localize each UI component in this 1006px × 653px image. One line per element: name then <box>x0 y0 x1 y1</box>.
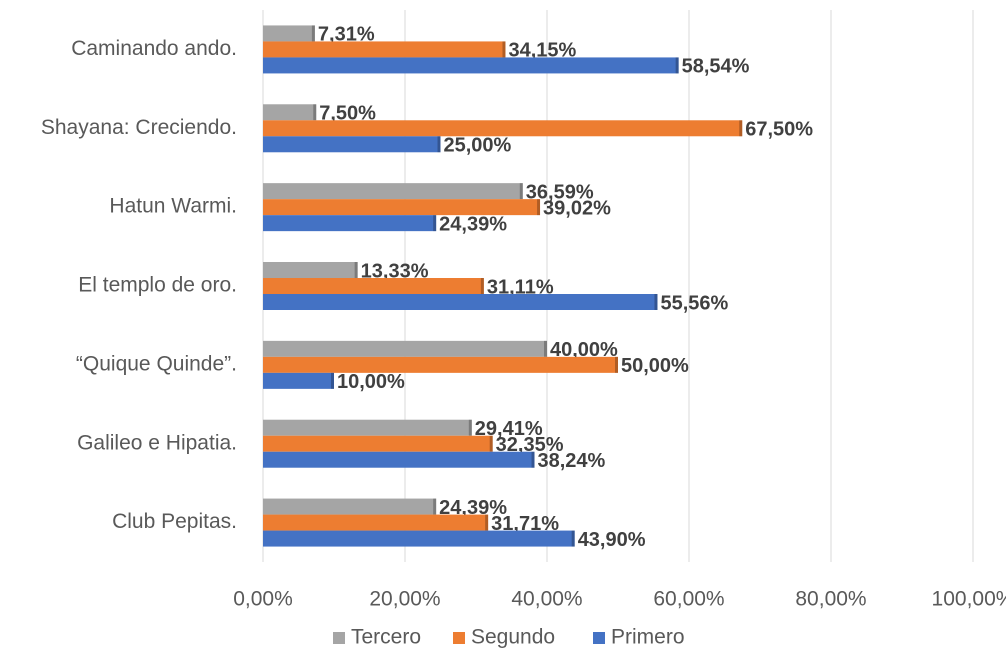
bar <box>263 514 489 531</box>
bar <box>263 498 437 515</box>
data-label: 31,11% <box>487 276 554 298</box>
data-label: 43,90% <box>578 529 646 551</box>
bar-edge <box>537 199 541 216</box>
bar-edge <box>544 340 547 357</box>
bar <box>263 278 484 294</box>
bar <box>263 183 523 200</box>
legend-label: Segundo <box>471 626 555 649</box>
bar <box>263 340 547 357</box>
bar-edge <box>433 498 437 515</box>
bar-edge <box>313 104 317 121</box>
y-tick-label: “Quique Quinde”. <box>76 352 237 375</box>
bar-edge <box>615 356 618 373</box>
legend-label: Tercero <box>351 626 421 649</box>
bar <box>263 262 358 278</box>
bar-edge <box>502 41 506 58</box>
bar-edge <box>489 435 493 452</box>
data-label: 25,00% <box>444 135 512 157</box>
x-tick-label: 20,00% <box>369 588 440 611</box>
bar <box>263 199 541 216</box>
y-tick-label: Galileo e Hipatia. <box>77 431 237 454</box>
bar-edge <box>531 451 535 468</box>
bar-edge <box>675 57 679 74</box>
data-label: 13,33% <box>361 260 429 282</box>
x-tick-label: 60,00% <box>653 588 724 611</box>
bar-edge <box>485 514 489 531</box>
legend-swatch <box>333 632 345 644</box>
data-label: 7,31% <box>318 24 375 46</box>
bar <box>263 136 441 153</box>
data-label: 31,71% <box>491 513 559 535</box>
data-label: 24,39% <box>439 497 507 519</box>
bar <box>263 120 743 137</box>
y-tick-label: Shayana: Creciendo. <box>41 116 237 139</box>
data-label: 32,35% <box>496 434 564 456</box>
legend-swatch <box>593 632 605 644</box>
bar <box>263 57 679 74</box>
bar <box>263 356 618 373</box>
data-label: 58,54% <box>682 56 750 78</box>
data-label: 7,50% <box>319 103 376 125</box>
bar-edge <box>331 372 334 389</box>
bar-edge <box>480 278 484 294</box>
x-tick-label: 0,00% <box>233 588 293 611</box>
bar-edge <box>437 136 441 153</box>
data-label: 40,00% <box>550 339 618 361</box>
bar <box>263 25 315 42</box>
data-label: 36,59% <box>526 181 594 203</box>
bar-edge <box>311 25 315 42</box>
data-label: 10,00% <box>337 371 405 393</box>
x-tick-label: 40,00% <box>511 588 582 611</box>
bar <box>263 530 575 547</box>
data-label: 24,39% <box>439 213 507 235</box>
y-tick-label: Club Pepitas. <box>112 510 237 533</box>
data-label: 55,56% <box>660 292 728 314</box>
x-tick-label: 80,00% <box>795 588 866 611</box>
bar-edge <box>468 419 472 436</box>
bar <box>263 419 472 436</box>
data-label: 39,02% <box>543 197 611 219</box>
bar-edge <box>354 262 358 278</box>
bar-edge <box>654 294 658 310</box>
bar-edge <box>433 215 437 232</box>
bar <box>263 294 658 310</box>
y-tick-label: Hatun Warmi. <box>109 195 237 218</box>
bar <box>263 104 317 121</box>
bar <box>263 372 334 389</box>
bar-edge <box>739 120 743 137</box>
bar <box>263 215 437 232</box>
legend-swatch <box>453 632 465 644</box>
data-label: 34,15% <box>508 40 576 62</box>
legend-label: Primero <box>611 626 685 649</box>
bar-edge <box>571 530 575 547</box>
data-label: 38,24% <box>538 450 606 472</box>
bar-edge <box>519 183 523 200</box>
bar <box>263 435 493 452</box>
data-label: 67,50% <box>745 119 813 141</box>
data-label: 29,41% <box>475 418 543 440</box>
x-tick-label: 100,00% <box>932 588 1006 611</box>
data-label: 50,00% <box>621 355 689 377</box>
y-tick-label: El templo de oro. <box>78 274 237 297</box>
y-tick-label: Caminando ando. <box>71 37 237 60</box>
bar <box>263 41 506 58</box>
bar <box>263 451 535 468</box>
